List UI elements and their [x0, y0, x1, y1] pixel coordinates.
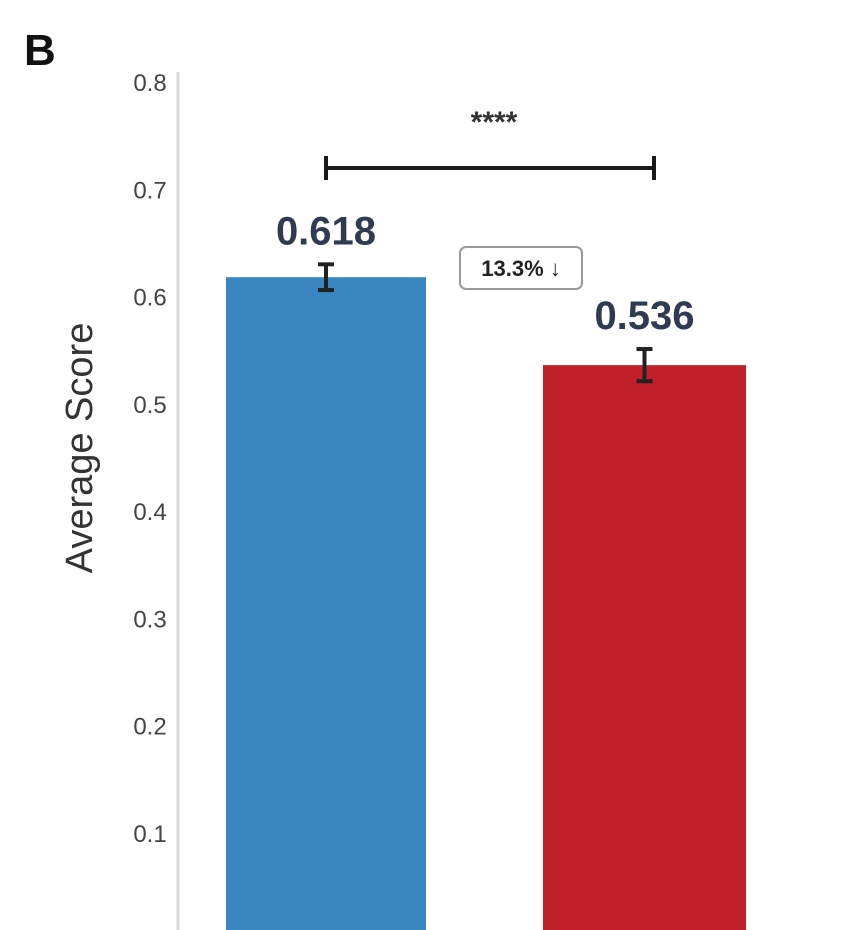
- y-tick-label: 0.6: [133, 285, 166, 312]
- bar: [226, 277, 426, 930]
- panel-label: B: [24, 26, 56, 75]
- change-badge: [459, 246, 583, 290]
- y-tick-label: 0.7: [133, 177, 166, 204]
- y-tick-label: 0.8: [133, 70, 166, 97]
- bar: [543, 365, 746, 930]
- y-tick-label: 0.3: [133, 606, 166, 633]
- y-tick-label: 0.0: [133, 928, 166, 930]
- bars: 0.618 0.536: [226, 209, 746, 930]
- value-label: 0.618: [276, 209, 376, 253]
- y-tick-label: 0.4: [133, 499, 166, 526]
- y-tick-label: 0.1: [133, 821, 166, 848]
- y-tick-label: 0.5: [133, 392, 166, 419]
- change-label: 13.3% ↓: [481, 256, 561, 281]
- significance-label: ****: [471, 106, 518, 139]
- annotations: **** 13.3% ↓: [324, 106, 656, 290]
- y-tick-label: 0.2: [133, 714, 166, 741]
- y-axis-title: Average Score: [59, 323, 101, 574]
- y-axis: 0.0 0.1 0.2 0.3 0.4 0.5 0.6 0.7 0.8 Average Score: [59, 70, 180, 930]
- value-label: 0.536: [594, 294, 694, 338]
